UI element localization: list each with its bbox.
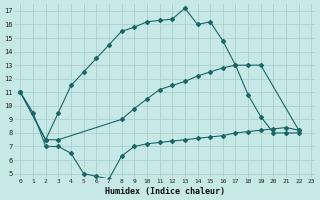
- X-axis label: Humidex (Indice chaleur): Humidex (Indice chaleur): [105, 187, 225, 196]
